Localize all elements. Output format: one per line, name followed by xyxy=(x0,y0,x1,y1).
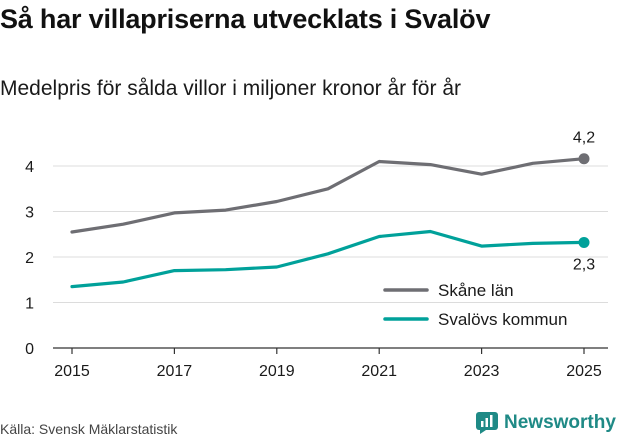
line-chart: 0 1 2 3 4 2015 2017 2019 2021 2023 2025 4,2 2,3 Skå… xyxy=(25,130,608,380)
x-tick-label: 2025 xyxy=(566,363,602,380)
legend-label-0: Skåne län xyxy=(438,281,514,300)
series-line-1 xyxy=(70,229,586,289)
legend: Skåne län Svalövs kommun xyxy=(383,281,567,329)
x-tick-label: 2017 xyxy=(157,363,193,380)
series-end-label-0: 4,2 xyxy=(573,130,595,147)
x-tick-label: 2021 xyxy=(361,363,397,380)
series-line-0 xyxy=(70,157,586,234)
x-tick-label: 2015 xyxy=(54,363,90,380)
axes: 0 1 2 3 4 2015 2017 2019 2021 2023 2025 xyxy=(25,159,608,380)
y-tick-label: 3 xyxy=(25,205,34,222)
series-end-point-1 xyxy=(578,236,590,248)
y-tick-label: 4 xyxy=(25,159,34,176)
newsworthy-logo-icon xyxy=(476,412,498,434)
chart-title: Så har villapriserna utvecklats i Svalöv xyxy=(0,4,491,34)
x-tick-label: 2019 xyxy=(259,363,295,380)
y-tick-label: 1 xyxy=(25,296,34,313)
brand-logo: Newsworthy xyxy=(476,409,616,437)
chart-subtitle: Medelpris för sålda villor i miljoner kr… xyxy=(0,77,461,100)
series-lines: 4,2 2,3 xyxy=(70,130,595,289)
x-tick-label: 2023 xyxy=(464,363,500,380)
brand-name: Newsworthy xyxy=(504,412,616,433)
series-end-point-0 xyxy=(578,153,590,165)
series-end-label-1: 2,3 xyxy=(573,256,595,273)
y-tick-label: 0 xyxy=(25,341,34,358)
y-tick-label: 2 xyxy=(25,250,34,267)
source-note: Källa: Svensk Mäklarstatistik xyxy=(0,421,178,437)
legend-label-1: Svalövs kommun xyxy=(438,310,567,329)
